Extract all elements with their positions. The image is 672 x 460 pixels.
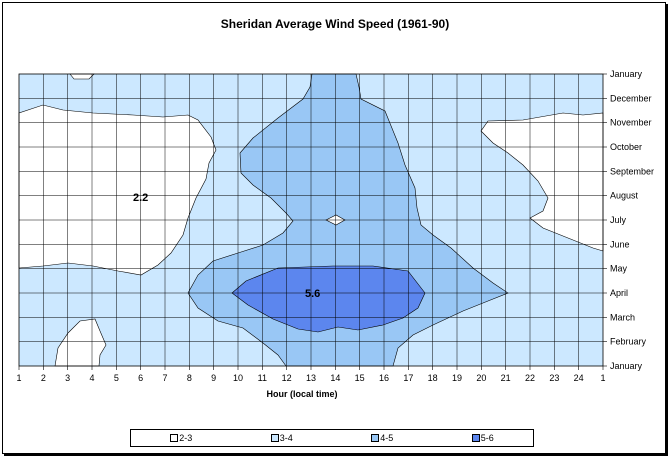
x-tick-label: 9 bbox=[211, 373, 216, 383]
y-tick-label: April bbox=[610, 288, 628, 298]
x-tick-label: 24 bbox=[574, 373, 584, 383]
y-tick-label: January bbox=[610, 69, 643, 79]
y-tick-label: March bbox=[610, 312, 635, 322]
y-tick-label: June bbox=[610, 239, 630, 249]
legend-swatch-5-6 bbox=[471, 434, 480, 442]
x-axis-label: Hour (local time) bbox=[266, 389, 338, 399]
x-tick-label: 8 bbox=[187, 373, 192, 383]
legend-item-5-6: 5-6 bbox=[471, 433, 494, 443]
y-tick-label: May bbox=[610, 264, 628, 274]
x-tick-label: 15 bbox=[355, 373, 365, 383]
chart-frame: Sheridan Average Wind Speed (1961-90) Ja… bbox=[2, 2, 666, 454]
x-tick-label: 7 bbox=[162, 373, 167, 383]
y-tick-label: December bbox=[610, 93, 652, 103]
x-tick-label: 12 bbox=[282, 373, 292, 383]
y-tick-labels: January February March April May June July Augu… bbox=[603, 69, 654, 371]
x-tick-label: 14 bbox=[330, 373, 340, 383]
legend-label-2-3: 2-3 bbox=[179, 433, 193, 443]
legend-item-4-5: 4-5 bbox=[371, 433, 393, 443]
x-tick-label: 1 bbox=[16, 373, 21, 383]
y-tick-label: July bbox=[610, 215, 627, 225]
annotation-min-value: 2.2 bbox=[133, 192, 148, 204]
y-tick-label: November bbox=[610, 118, 652, 128]
grid-lines bbox=[19, 74, 603, 366]
band-2-3-region-right bbox=[480, 112, 604, 252]
x-tick-label: 17 bbox=[403, 373, 413, 383]
x-tick-label: 6 bbox=[138, 373, 143, 383]
y-tick-label: January bbox=[610, 361, 643, 371]
plot-area bbox=[18, 73, 604, 367]
x-tick-label: 3 bbox=[65, 373, 70, 383]
x-tick-label: 16 bbox=[379, 373, 389, 383]
y-tick-label: February bbox=[610, 337, 647, 347]
band-2-3-region-left bbox=[18, 104, 217, 276]
x-tick-label: 4 bbox=[89, 373, 94, 383]
x-tick-label: 2 bbox=[41, 373, 46, 383]
chart-title: Sheridan Average Wind Speed (1961-90) bbox=[220, 17, 450, 31]
legend-label-3-4: 3-4 bbox=[279, 433, 293, 443]
legend-item-3-4: 3-4 bbox=[270, 433, 293, 443]
x-tick-label: 5 bbox=[114, 373, 119, 383]
y-tick-label: August bbox=[610, 191, 639, 201]
x-tick-label: 13 bbox=[306, 373, 316, 383]
x-tick-label: 1 bbox=[600, 373, 605, 383]
legend-swatch-2-3 bbox=[170, 434, 179, 442]
x-tick-label: 20 bbox=[476, 373, 486, 383]
x-tick-labels: 1 2 3 4 5 6 7 8 9 10 11 12 13 14 15 16 17 18 19 20 21 22 23 24 1 bbox=[16, 366, 606, 383]
x-tick-label: 10 bbox=[233, 373, 243, 383]
legend-swatch-3-4 bbox=[270, 434, 279, 442]
x-tick-label: 23 bbox=[549, 373, 559, 383]
legend-label-5-6: 5-6 bbox=[480, 433, 494, 443]
legend-swatch-4-5 bbox=[371, 434, 380, 442]
x-tick-label: 22 bbox=[525, 373, 535, 383]
legend-label-4-5: 4-5 bbox=[380, 433, 394, 443]
x-tick-label: 19 bbox=[452, 373, 462, 383]
legend-item-2-3: 2-3 bbox=[170, 433, 192, 443]
legend: 2-3 3-4 4-5 5-6 bbox=[130, 429, 534, 447]
x-tick-label: 21 bbox=[501, 373, 511, 383]
x-tick-label: 18 bbox=[428, 373, 438, 383]
annotation-max-value: 5.6 bbox=[305, 288, 320, 300]
y-tick-label: September bbox=[610, 166, 654, 176]
heatmap-plot: January February March April May June July Augu… bbox=[16, 69, 654, 383]
x-tick-label: 11 bbox=[258, 373, 267, 383]
y-tick-label: October bbox=[610, 142, 642, 152]
band-5-6-region bbox=[231, 265, 426, 333]
